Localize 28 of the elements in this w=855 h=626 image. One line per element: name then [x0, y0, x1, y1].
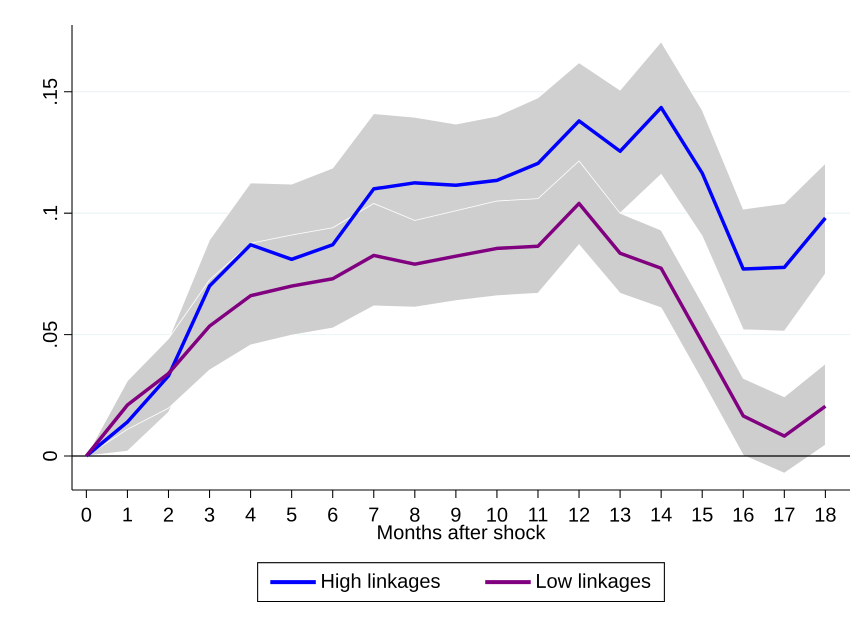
x-axis-title: Months after shock — [378, 524, 546, 540]
x-tick-label: 13 — [610, 508, 630, 522]
y-tick-label: .1 — [43, 206, 58, 220]
x-tick-label: 18 — [816, 508, 836, 522]
x-tick-label: 12 — [569, 508, 590, 522]
x-tick-label: 3 — [204, 508, 214, 522]
line-series — [84, 106, 828, 458]
legend-label: Low linkages — [537, 573, 650, 592]
x-tick-label: 1 — [123, 508, 132, 522]
legend-label: High linkages — [322, 573, 440, 592]
x-tick-label: 11 — [529, 508, 548, 522]
x-tick-label: 5 — [286, 508, 296, 522]
x-tick-label: 14 — [652, 508, 672, 522]
x-tick-label: 4 — [245, 508, 256, 522]
x-tick-label: 6 — [328, 508, 338, 522]
x-tick-label: 10 — [487, 508, 508, 522]
y-tick-label: .15 — [43, 78, 58, 104]
y-tick-label: 0 — [42, 451, 58, 461]
line-series — [84, 202, 828, 458]
x-tick-label: 2 — [164, 508, 174, 522]
x-tick-label: 17 — [774, 508, 794, 522]
x-tick-label: 0 — [82, 508, 92, 522]
y-tick-label: .05 — [42, 322, 58, 347]
x-tick-label: 15 — [692, 508, 712, 522]
x-tick-label: 7 — [369, 508, 378, 522]
x-tick-label: 8 — [410, 508, 420, 522]
x-tick-label: 16 — [734, 508, 754, 522]
x-tick-label: 9 — [451, 508, 460, 522]
